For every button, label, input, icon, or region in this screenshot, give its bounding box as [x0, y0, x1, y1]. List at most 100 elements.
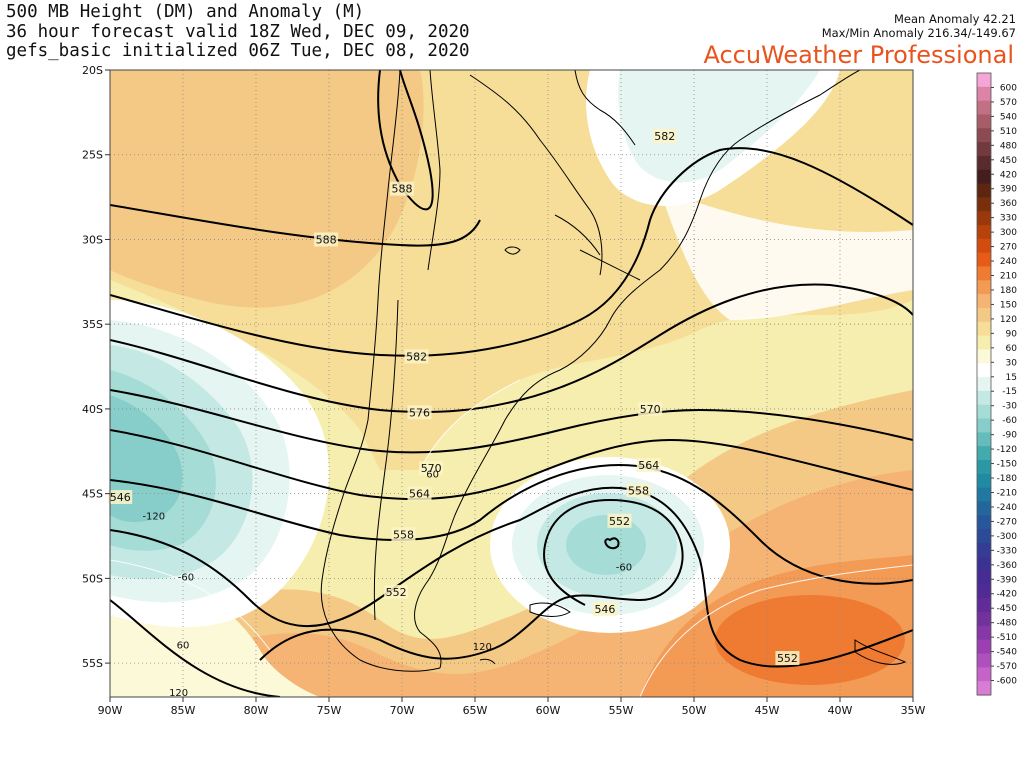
x-tick-label: 40W — [828, 704, 853, 717]
height-label-bg — [407, 486, 432, 501]
colorbar-swatch — [977, 100, 991, 116]
colorbar-swatch — [977, 225, 991, 240]
colorbar-swatch — [977, 432, 991, 447]
colorbar-swatch — [977, 128, 991, 143]
colorbar-swatch — [977, 238, 991, 254]
colorbar-label: -450 — [997, 604, 1018, 614]
height-contour-label: 546 — [110, 491, 131, 504]
colorbar-label: -330 — [997, 546, 1018, 556]
colorbar-label: -240 — [997, 503, 1018, 513]
colorbar-label: -390 — [997, 575, 1018, 585]
anomaly-colorbar: 600 570 540 510 480 450 420 390 360 330 300 270 240 2… — [976, 72, 1018, 696]
colorbar-label: 270 — [1000, 243, 1017, 253]
height-contour-label: 570 — [421, 462, 442, 475]
anomaly-contours — [110, 379, 913, 697]
colorbar-frame — [976, 72, 992, 696]
accuweather-brand: AccuWeather Professional — [703, 41, 1014, 69]
colorbar-label: 240 — [1000, 257, 1017, 267]
colorbar-swatch — [977, 114, 991, 129]
plot-frame — [109, 69, 914, 698]
colorbar-swatch — [977, 307, 991, 323]
colorbar-swatch — [977, 183, 991, 198]
x-tick-label: 90W — [98, 704, 123, 717]
colorbar-swatch — [977, 542, 991, 558]
colorbar-label: -600 — [997, 677, 1018, 687]
colorbar-label: 15 — [1006, 373, 1017, 383]
colorbar-label: -570 — [997, 662, 1018, 672]
mean-anomaly-text: Mean Anomaly 42.21 — [893, 12, 1016, 26]
height-label-bg — [652, 129, 677, 144]
colorbar-label: -270 — [997, 517, 1018, 527]
y-tick-label: 55S — [82, 657, 103, 670]
colorbar-label: -90 — [1002, 431, 1017, 441]
colorbar-label: -180 — [997, 474, 1018, 484]
colorbar-label: -150 — [997, 460, 1018, 470]
colorbar-swatch — [977, 390, 991, 406]
y-tick-label: 20S — [82, 64, 103, 77]
anomaly-label: -120 — [142, 512, 165, 523]
colorbar-swatch — [977, 612, 991, 627]
height-label-bg — [775, 651, 800, 666]
colorbar-swatch — [977, 584, 991, 599]
colorbar-swatch — [977, 625, 991, 641]
colorbar-swatch — [977, 667, 991, 682]
anomaly-field — [110, 70, 913, 697]
colorbar-swatch — [977, 473, 991, 489]
colorbar-label: -300 — [997, 532, 1018, 542]
colorbar-swatch — [977, 460, 991, 475]
y-tick-label: 50S — [82, 572, 103, 585]
colorbar-label: 150 — [1000, 300, 1017, 310]
colorbar-label: 420 — [1000, 170, 1017, 180]
colorbar-swatch — [977, 142, 991, 157]
height-contour-label: 570 — [640, 403, 661, 416]
colorbar-label: -210 — [997, 488, 1018, 498]
anomaly-label: 120 — [169, 688, 188, 699]
x-tick-label: 55W — [609, 704, 634, 717]
colorbar-swatch — [977, 280, 991, 295]
colorbar-swatch — [977, 349, 991, 364]
colorbar-swatch — [977, 363, 991, 378]
colorbar-swatch — [977, 515, 991, 530]
colorbar-label: 30 — [1006, 358, 1018, 368]
height-label-bg — [419, 461, 444, 476]
colorbar-swatch — [977, 155, 991, 171]
anomaly-labels: 60 -120 -60 -60 60 120 120 — [142, 469, 632, 699]
height-contour-label: 576 — [409, 406, 430, 419]
colorbar-label: -15 — [1002, 387, 1017, 397]
height-label-bg — [407, 405, 432, 420]
y-tick-label: 45S — [82, 488, 103, 501]
colorbar-swatch — [977, 653, 991, 668]
colorbar-label: 540 — [1000, 112, 1017, 122]
height-contour-label: 546 — [594, 603, 615, 616]
colorbar-label: 60 — [1006, 344, 1018, 354]
height-label-bg — [404, 349, 429, 364]
colorbar-swatch — [977, 681, 991, 696]
colorbar-swatch — [977, 294, 991, 309]
colorbar-swatch — [977, 266, 991, 281]
initialization-text: gefs_basic initialized 06Z Tue, DEC 08, … — [6, 41, 470, 61]
x-tick-label: 75W — [317, 704, 342, 717]
colorbar-label: -480 — [997, 619, 1018, 629]
colorbar-swatch — [977, 487, 991, 503]
colorbar-swatch — [977, 211, 991, 226]
colorbar-swatch — [977, 197, 991, 212]
height-contour-labels: 588 588 582 582 576 570 570 564 564 558 558 552 552 5… — [108, 129, 800, 666]
anomaly-label: 120 — [473, 642, 492, 653]
lat-lon-grid — [110, 70, 913, 697]
height-contour-label: 558 — [628, 484, 649, 497]
colorbar-label: 450 — [1000, 156, 1017, 166]
colorbar-label: 600 — [1000, 83, 1017, 93]
x-tick-label: 60W — [536, 704, 561, 717]
colorbar-label: -360 — [997, 561, 1018, 571]
height-contour-label: 552 — [609, 515, 630, 528]
height-contour-label: 588 — [392, 183, 413, 196]
height-contour-label: 558 — [393, 528, 414, 541]
height-label-bg — [314, 232, 339, 247]
colorbar-label: 210 — [1000, 272, 1017, 282]
colorbar-label: -510 — [997, 633, 1018, 643]
x-tick-label: 35W — [901, 704, 926, 717]
anomaly-label: -60 — [178, 573, 194, 584]
y-tick-label: 25S — [82, 149, 103, 162]
height-contour-label: 552 — [386, 586, 407, 599]
colorbar-label: 90 — [1006, 329, 1018, 339]
